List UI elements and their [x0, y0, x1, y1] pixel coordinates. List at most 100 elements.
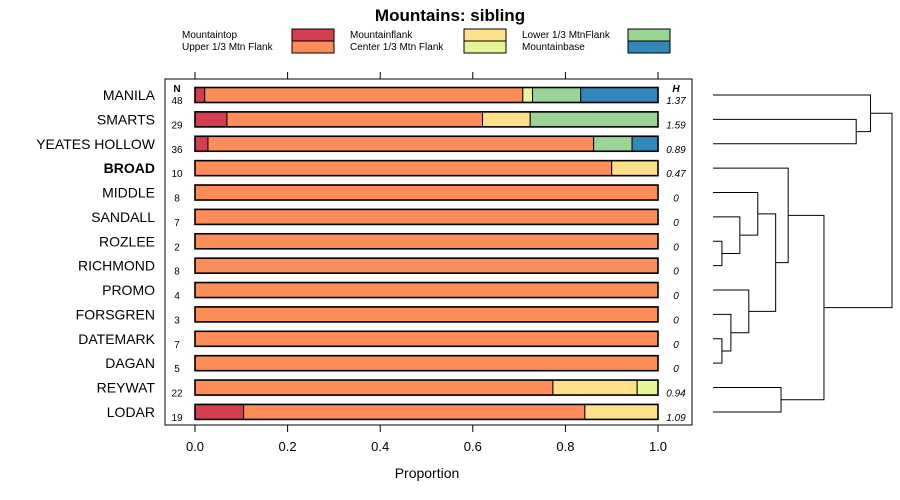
bar-segment-mountainbase: [631, 135, 659, 152]
bar-segment-center: [522, 87, 534, 103]
x-tick-label: 1.0: [649, 439, 667, 454]
legend-swatch: [291, 28, 335, 42]
x-tick-label: 0.2: [279, 439, 297, 454]
bar-segment-upper: [194, 282, 659, 299]
row-h-value: 0: [673, 218, 679, 229]
chart-title: Mountains: sibling: [375, 6, 525, 25]
dendrogram-link: [823, 112, 893, 309]
dendrogram-link: [713, 167, 789, 264]
row-n-value: 36: [171, 145, 183, 156]
bar-segment-upper: [194, 306, 659, 323]
legend-label: Mountainbase: [522, 42, 585, 53]
row-h-value: 0.94: [666, 389, 686, 400]
legend-item-mountainbase: Mountainbase: [522, 40, 671, 54]
x-axis-label: Proportion: [395, 465, 460, 481]
row-h-value: 0: [673, 267, 679, 278]
bar-segment-upper: [207, 135, 595, 152]
bar-outline: [194, 330, 659, 348]
bar-outline: [194, 379, 659, 396]
dendrogram-link: [713, 94, 872, 133]
row-n-value: 48: [171, 96, 183, 107]
x-tick-label: 0.0: [186, 439, 204, 454]
row-n-value: 5: [174, 364, 180, 375]
bar-segment-upper: [194, 233, 659, 250]
row-h-value: 1.59: [666, 120, 686, 131]
x-tick-label: 0.8: [556, 439, 574, 454]
legend-item-center: Center 1/3 Mtn Flank: [350, 40, 507, 54]
legend-swatch: [627, 40, 671, 54]
top-axis-ticks: [194, 72, 659, 79]
row-promo: PROMO 4 0: [102, 281, 679, 302]
bar-segment-mountainbase: [580, 87, 659, 103]
row-h-value: 1.37: [666, 96, 686, 107]
h-column-header: H: [672, 84, 680, 95]
bar-outline: [194, 111, 659, 128]
row-n-value: 8: [174, 267, 180, 278]
row-forsgren: FORSGREN 3 0: [76, 306, 679, 326]
bar-segment-upper: [243, 403, 586, 420]
bar-outline: [194, 159, 659, 177]
row-n-value: 3: [174, 315, 180, 326]
row-broad: BROAD 10 0.47: [104, 159, 686, 180]
row-label: MIDDLE: [102, 185, 155, 201]
legend-label: Mountainflank: [350, 30, 413, 41]
x-axis: 0.0 0.2 0.4 0.6 0.8 1.0: [186, 425, 667, 454]
dendrogram-link: [713, 118, 857, 145]
row-middle: MIDDLE 8 0: [102, 184, 679, 205]
bar-segment-mountainflank: [584, 403, 659, 420]
dendrogram-link: [713, 387, 782, 413]
dendrogram-link: [713, 192, 759, 236]
bar-segment-lower: [529, 111, 659, 128]
bar-segment-center: [636, 379, 659, 396]
row-label: SMARTS: [97, 111, 155, 127]
bar-outline: [194, 184, 659, 201]
bar-outline: [194, 281, 659, 299]
row-n-value: 4: [174, 291, 180, 302]
legend-swatch: [463, 28, 507, 42]
n-column-header: N: [173, 84, 180, 95]
dendrogram: [713, 94, 893, 413]
row-label: LODAR: [107, 404, 155, 420]
row-h-value: 0: [673, 364, 679, 375]
bar-outline: [194, 232, 659, 250]
bar-outline: [194, 354, 659, 372]
bar-outline: [194, 208, 659, 226]
row-h-value: 0.89: [666, 145, 686, 156]
x-tick-label: 0.6: [464, 439, 482, 454]
row-yeates-hollow: YEATES HOLLOW 36 0.89: [36, 135, 686, 156]
row-h-value: 0: [673, 242, 679, 253]
row-n-value: 22: [171, 389, 183, 400]
bar-segment-upper: [204, 87, 524, 103]
legend-swatch: [291, 40, 335, 54]
dendrogram-link: [713, 216, 741, 254]
row-label: DATEMARK: [78, 331, 155, 347]
bar-segment-lower: [532, 87, 582, 103]
row-sandall: SANDALL 7 0: [91, 208, 679, 229]
dendrogram-link: [748, 213, 777, 312]
legend-swatch: [627, 28, 671, 42]
row-n-value: 2: [174, 242, 180, 253]
row-n-value: 7: [174, 340, 180, 351]
row-lodar: LODAR 19 1.09: [107, 403, 686, 424]
bar-segment-mountaintop: [194, 135, 209, 152]
legend-label: Upper 1/3 Mtn Flank: [182, 42, 274, 53]
bar-segment-upper: [194, 330, 659, 347]
bar-segment-mountainflank: [482, 111, 531, 128]
legend-swatch: [463, 40, 507, 54]
row-label: ROZLEE: [99, 233, 155, 249]
row-n-value: 19: [171, 413, 183, 424]
bar-segment-upper: [194, 379, 554, 396]
row-label: FORSGREN: [76, 306, 155, 322]
bar-segment-upper: [194, 184, 659, 201]
dendrogram-link: [781, 214, 825, 401]
bar-segment-mountaintop: [194, 403, 245, 420]
row-label: SANDALL: [91, 209, 155, 225]
row-dagan: DAGAN 5 0: [105, 354, 679, 375]
row-datemark: DATEMARK 7 0: [78, 330, 679, 351]
legend-label: Center 1/3 Mtn Flank: [350, 42, 444, 53]
row-n-value: 10: [171, 169, 183, 180]
row-rozlee: ROZLEE 2 0: [99, 232, 679, 253]
bar-segment-lower: [593, 135, 633, 152]
